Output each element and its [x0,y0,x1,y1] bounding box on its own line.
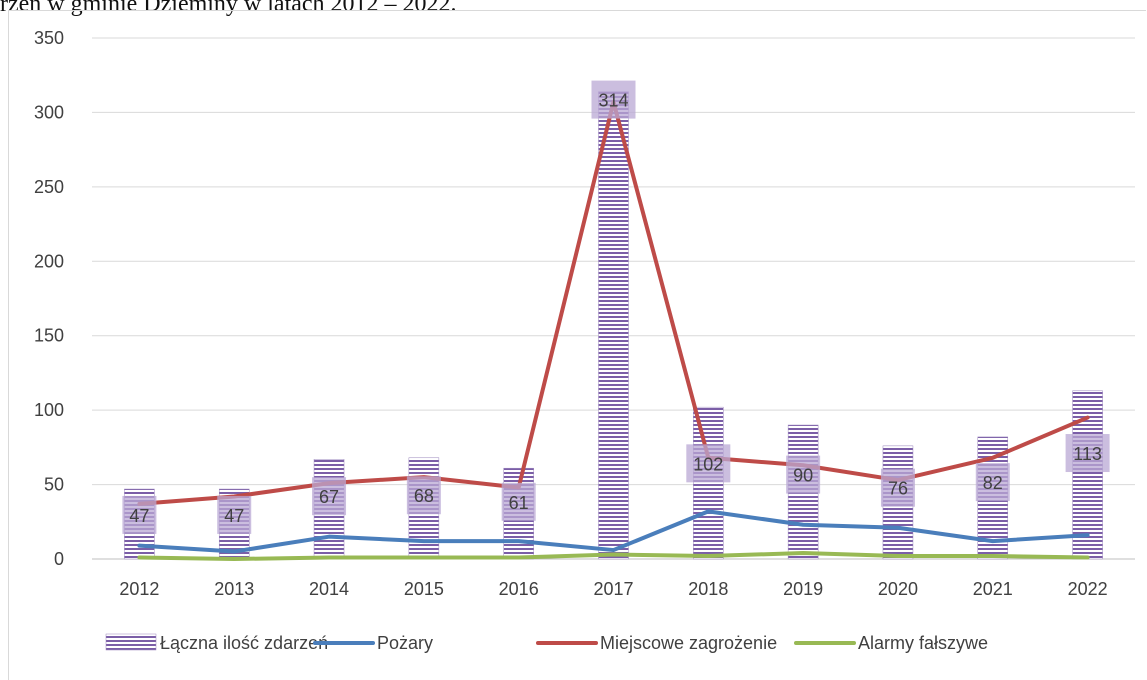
series-line [137,509,1090,554]
legend-label: Pożary [377,633,433,653]
data-label-box [312,477,347,516]
x-tick-label: 2013 [214,579,254,599]
x-tick-label: 2021 [973,579,1013,599]
series-line [137,551,1090,561]
legend-label: Alarmy fałszywe [858,633,988,653]
y-tick-label: 350 [34,28,64,48]
bar [598,91,629,560]
chart-caption: rzeń w gminie Dzieminy w latach 2012 – 2… [0,0,457,17]
y-tick-label: 300 [34,102,64,122]
data-label: 61 [509,493,529,513]
legend-swatch [105,633,157,651]
data-label-box [686,444,731,483]
data-label: 82 [983,473,1003,493]
legend-label: Miejscowe zagrożenie [600,633,777,653]
data-label: 76 [888,479,908,499]
x-tick-label: 2018 [688,579,728,599]
y-tick-label: 250 [34,177,64,197]
x-tick-label: 2017 [593,579,633,599]
y-tick-label: 150 [34,326,64,346]
x-tick-label: 2016 [499,579,539,599]
y-tick-label: 0 [54,549,64,569]
data-label: 47 [224,506,244,526]
legend-label: Łączna ilość zdarzeń [160,633,328,653]
bar [693,406,724,560]
data-label-box [1065,434,1110,473]
data-label: 90 [793,466,813,486]
x-tick-label: 2012 [119,579,159,599]
data-label: 68 [414,486,434,506]
data-label: 102 [693,454,723,474]
x-tick-label: 2014 [309,579,349,599]
data-label-box [975,463,1010,502]
y-tick-label: 200 [34,251,64,271]
data-label: 113 [1073,444,1102,464]
data-label: 314 [598,91,628,111]
x-tick-label: 2022 [1068,579,1108,599]
data-label-box [880,468,915,507]
y-tick-label: 50 [44,475,64,495]
data-label-box [591,80,636,119]
data-label-box [501,482,536,521]
x-tick-label: 2019 [783,579,823,599]
y-tick-label: 100 [34,400,64,420]
x-tick-label: 2020 [878,579,918,599]
data-label-box [122,495,157,534]
data-label-box [786,455,821,494]
data-label-box [217,495,252,534]
chart-frame [8,10,1146,680]
x-tick-label: 2015 [404,579,444,599]
data-label: 47 [129,506,149,526]
data-label-box [406,476,441,515]
data-label: 67 [319,487,339,507]
